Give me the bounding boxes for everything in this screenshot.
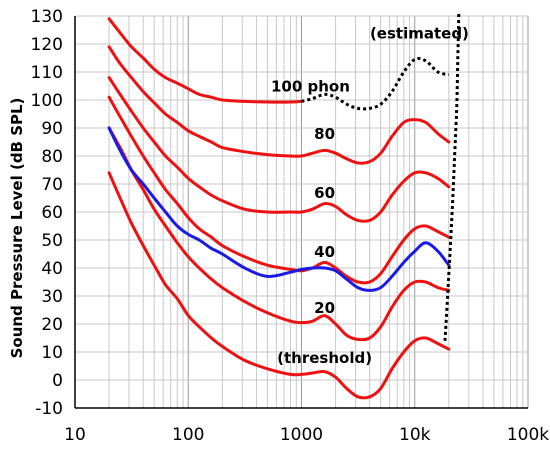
curve-label: 40: [314, 243, 335, 261]
y-tick-label: 70: [41, 175, 63, 195]
curve-label: (estimated): [370, 24, 469, 42]
x-tick-label: 1000: [280, 425, 323, 445]
curve-label: 60: [314, 184, 335, 202]
series-line-series-7: [107, 126, 451, 292]
y-tick-label: 30: [41, 287, 63, 307]
y-tick-label: -10: [35, 399, 63, 419]
x-tick-label: 10: [64, 425, 86, 445]
y-tick-label: 50: [41, 231, 63, 251]
y-tick-label: 100: [31, 91, 63, 111]
curve-label: 20: [314, 299, 335, 317]
series-line-20: [107, 126, 451, 342]
series-line-100-phon-estimated: [301, 56, 450, 111]
y-tick-label: 60: [41, 203, 63, 223]
series-line-80: [107, 45, 451, 165]
y-tick-label: 10: [41, 343, 63, 363]
y-tick-label: 90: [41, 119, 63, 139]
curve-label: 80: [314, 125, 335, 143]
series-line-threshold-of-pain: [443, 13, 461, 341]
series-line-60: [107, 76, 451, 223]
series-line-threshold: [107, 171, 451, 400]
series-group: [107, 13, 461, 400]
y-tick-label: 130: [31, 7, 63, 27]
annotations: (estimated) 100 phon 80 60 40 20 (threshold): [271, 24, 469, 367]
y-tick-label: 110: [31, 63, 63, 83]
x-tick-label: 10k: [399, 425, 431, 445]
y-axis-label: Sound Pressure Level (dB SPL): [8, 98, 26, 359]
series-line-100-phon: [107, 17, 303, 104]
axes: -10 0 10 20 30 40 50 60 70 80 90 100 110 120 130 10 100 1…: [31, 7, 550, 445]
curve-label: (threshold): [277, 349, 372, 367]
curve-label: 100 phon: [271, 78, 350, 96]
y-tick-label: 0: [52, 371, 63, 391]
y-tick-label: 40: [41, 259, 63, 279]
y-tick-label: 80: [41, 147, 63, 167]
y-tick-label: 20: [41, 315, 63, 335]
x-tick-label: 100k: [507, 425, 549, 445]
x-tick-label: 100: [172, 425, 204, 445]
y-tick-label: 120: [31, 35, 63, 55]
